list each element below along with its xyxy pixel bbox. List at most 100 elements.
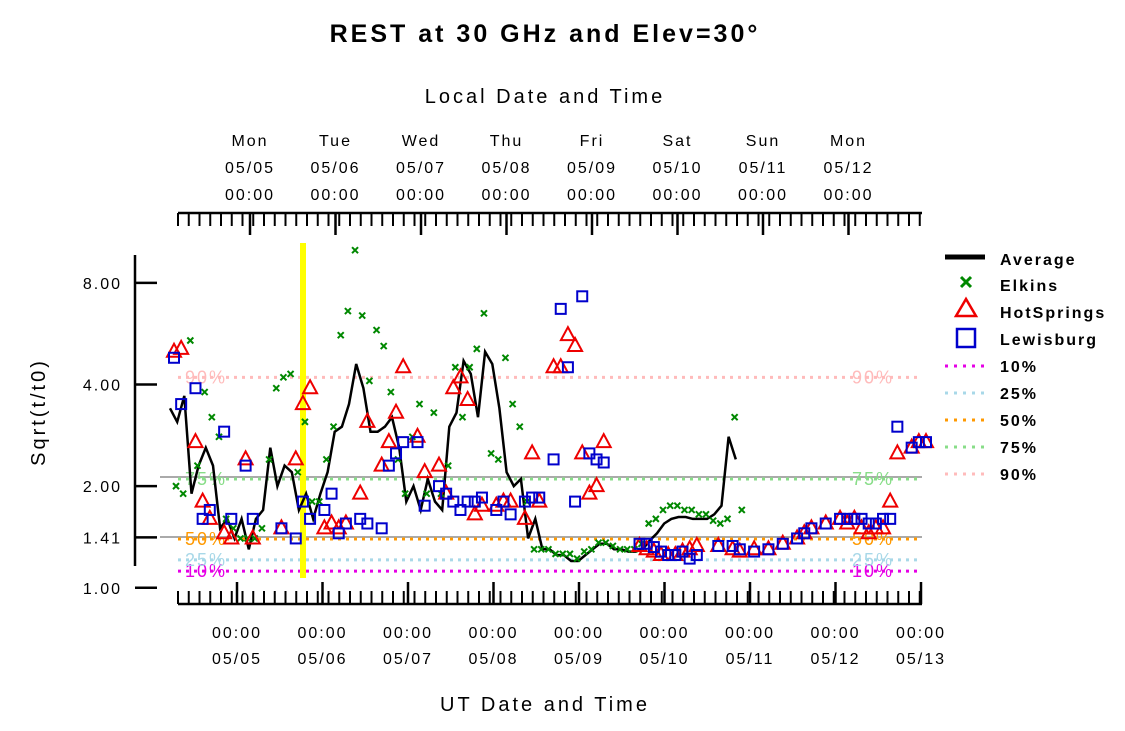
top-tick-time: 00:00 (396, 187, 446, 204)
elkins-point (193, 461, 202, 470)
x-axis-title: UT Date and Time (440, 694, 650, 716)
lewisburg-point (246, 512, 259, 525)
top-tick-date: 05/09 (567, 160, 617, 177)
hotsprings-point (244, 528, 262, 545)
elkins-point (465, 363, 474, 371)
data-layer (165, 246, 935, 565)
lewisburg-point (547, 453, 560, 466)
legend-p75-label: 75% (1000, 440, 1038, 457)
lewisburg-point (576, 290, 589, 303)
lewisburg-point (819, 517, 832, 530)
top-tick-day: Mon (231, 133, 268, 150)
bottom-tick-date: 05/12 (810, 651, 860, 668)
top-tick-date: 05/10 (652, 160, 702, 177)
lewisburg-point (497, 495, 510, 508)
elkins-point (501, 354, 510, 362)
elkins-point (530, 545, 538, 554)
elkins-point (709, 516, 717, 525)
lewisburg-point (533, 491, 546, 504)
lewisburg-point (912, 436, 925, 449)
hotsprings-point (881, 491, 899, 508)
lewisburg-point (640, 537, 653, 550)
top-tick-day: Mon (830, 133, 867, 150)
elkins-point (344, 307, 352, 315)
hotsprings-point (201, 508, 219, 525)
hotsprings-point (566, 335, 584, 353)
elkins-point (415, 400, 424, 408)
lewisburg-point (862, 517, 875, 530)
elkins-point (387, 388, 395, 396)
hotsprings-point (294, 393, 312, 411)
elkins-point (200, 388, 209, 396)
elkins-point (401, 489, 409, 498)
elkins-point (559, 550, 567, 558)
lewisburg-point (296, 495, 309, 508)
hotsprings-point (645, 541, 663, 558)
legend-p50-label: 50% (1000, 413, 1038, 430)
elkins-point (365, 377, 374, 385)
hotsprings-point (466, 504, 484, 521)
hotsprings-point (630, 535, 649, 552)
percentile-label-left: 50% (185, 529, 227, 549)
hotsprings-point (559, 325, 577, 342)
lewisburg-point (748, 545, 761, 558)
elkins-point (337, 331, 345, 339)
y-tick-label: 1.41 (83, 530, 122, 547)
legend-lewisburg-label: Lewisburg (1000, 332, 1098, 349)
elkins-point (702, 510, 710, 519)
hotsprings-point (552, 357, 570, 374)
bottom-tick-date: 05/06 (297, 651, 347, 668)
hotsprings-point (587, 476, 606, 493)
hotsprings-point (380, 432, 398, 449)
elkins-point (666, 502, 674, 510)
top-tick-time: 00:00 (823, 187, 873, 204)
lewisburg-point (239, 459, 252, 472)
bottom-tick-time: 00:00 (639, 625, 689, 642)
hotsprings-point (874, 518, 892, 535)
top-axis-title: Local Date and Time (425, 86, 665, 108)
elkins-point (186, 336, 195, 345)
elkins-point (236, 534, 245, 543)
elkins-point (279, 373, 288, 382)
hotsprings-point (473, 495, 491, 512)
lewisburg-point (225, 512, 238, 525)
lewisburg-point (676, 545, 689, 558)
lewisburg-point (776, 537, 789, 550)
lewisburg-point (762, 543, 775, 556)
lewisburg-point (382, 459, 395, 472)
bottom-tick-date: 05/13 (896, 651, 946, 668)
legend-lewisburg-swatch (955, 327, 977, 349)
elkins-point (480, 309, 488, 318)
hotsprings-point (222, 528, 240, 545)
lewisburg-point (569, 495, 582, 508)
lewisburg-point (690, 549, 703, 562)
hotsprings-point (330, 518, 348, 535)
bottom-tick-date: 05/08 (468, 651, 518, 668)
lewisburg-point (196, 512, 209, 525)
elkins-point (301, 418, 309, 426)
legend-p25-label: 25% (1000, 386, 1038, 403)
elkins-point (286, 370, 295, 378)
elkins-point (544, 545, 553, 554)
hotsprings-point (315, 518, 334, 535)
lewisburg-point (189, 382, 202, 395)
elkins-point (451, 363, 460, 371)
elkins-point (516, 422, 524, 431)
lewisburg-point (834, 512, 847, 525)
hotsprings-point (215, 523, 233, 540)
elkins-point (208, 413, 216, 421)
bottom-tick-time: 00:00 (896, 625, 946, 642)
hotsprings-point (580, 483, 599, 500)
elkins-point (444, 461, 452, 470)
lewisburg-point (304, 512, 317, 525)
top-tick-date: 05/07 (396, 160, 446, 177)
percentile-label-right: 75% (852, 469, 894, 489)
elkins-point (172, 482, 180, 490)
lewisburg-point (461, 495, 474, 508)
elkins-point (609, 542, 617, 550)
y-tick-label: 2.00 (83, 479, 122, 496)
bottom-tick-time: 00:00 (297, 625, 347, 642)
top-tick-date: 05/05 (225, 160, 275, 177)
elkins-point (573, 554, 581, 563)
